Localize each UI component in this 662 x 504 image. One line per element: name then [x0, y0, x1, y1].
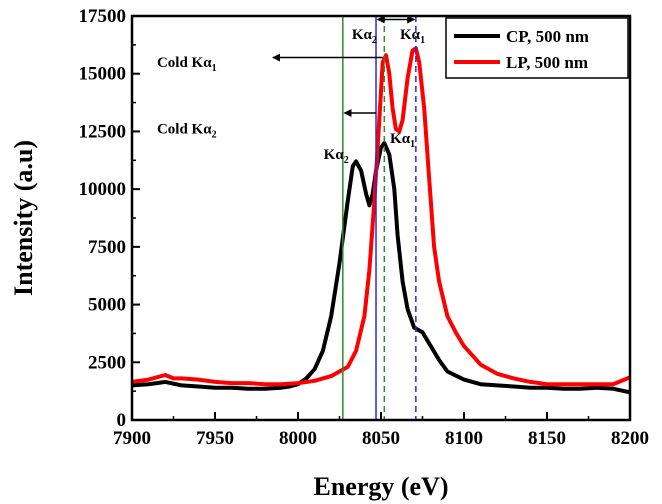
- annotation-label-4: Kα2: [324, 147, 349, 166]
- y-tick-label-1: 2500: [88, 352, 126, 373]
- x-tick-label-0: 7900: [113, 428, 151, 449]
- x-tick-label-2: 8000: [279, 428, 317, 449]
- x-tick-label-5: 8150: [528, 428, 566, 449]
- x-tick-label-3: 8050: [362, 428, 400, 449]
- annotation-label-5: Kα1: [390, 131, 415, 150]
- y-tick-label-4: 10000: [79, 179, 127, 200]
- legend-label-cp: CP, 500 nm: [506, 27, 589, 46]
- series-line-1: [131, 46, 631, 387]
- annotation-label-2: Kα2: [352, 27, 377, 46]
- y-axis-title: Intensity (a.u): [9, 140, 38, 296]
- legend-box: [445, 17, 629, 79]
- reference-lines: [342, 16, 417, 420]
- y-tick-label-3: 7500: [88, 237, 126, 258]
- annotation-label-3: Kα1: [400, 27, 425, 46]
- y-tick-label-5: 12500: [79, 121, 127, 142]
- legend-label-lp: LP, 500 nm: [506, 53, 588, 72]
- annotations: Cold Kα1 Cold Kα2 Kα2 Kα1 Kα2 Kα1: [157, 27, 425, 166]
- annotation-label-1: Cold Kα2: [157, 122, 217, 141]
- y-tick-label-7: 17500: [79, 6, 127, 27]
- x-tick-label-1: 7950: [196, 428, 234, 449]
- annotation-label-0: Cold Kα1: [157, 55, 217, 74]
- x-tick-label-4: 8100: [445, 428, 483, 449]
- series-layer: [131, 46, 631, 395]
- y-tick-label-2: 5000: [88, 295, 126, 316]
- ticks: 7900 7950 8000 8050 8100 8150 8200 0 2500 5000 750…: [79, 6, 650, 449]
- legend: CP, 500 nm LP, 500 nm: [445, 17, 629, 79]
- annotation-arrows: [272, 15, 416, 117]
- series-line-0: [131, 141, 631, 395]
- y-tick-label-0: 0: [117, 410, 127, 431]
- x-axis-title: Energy (eV): [313, 472, 448, 501]
- x-tick-label-6: 8200: [611, 428, 649, 449]
- y-tick-label-6: 15000: [79, 64, 127, 85]
